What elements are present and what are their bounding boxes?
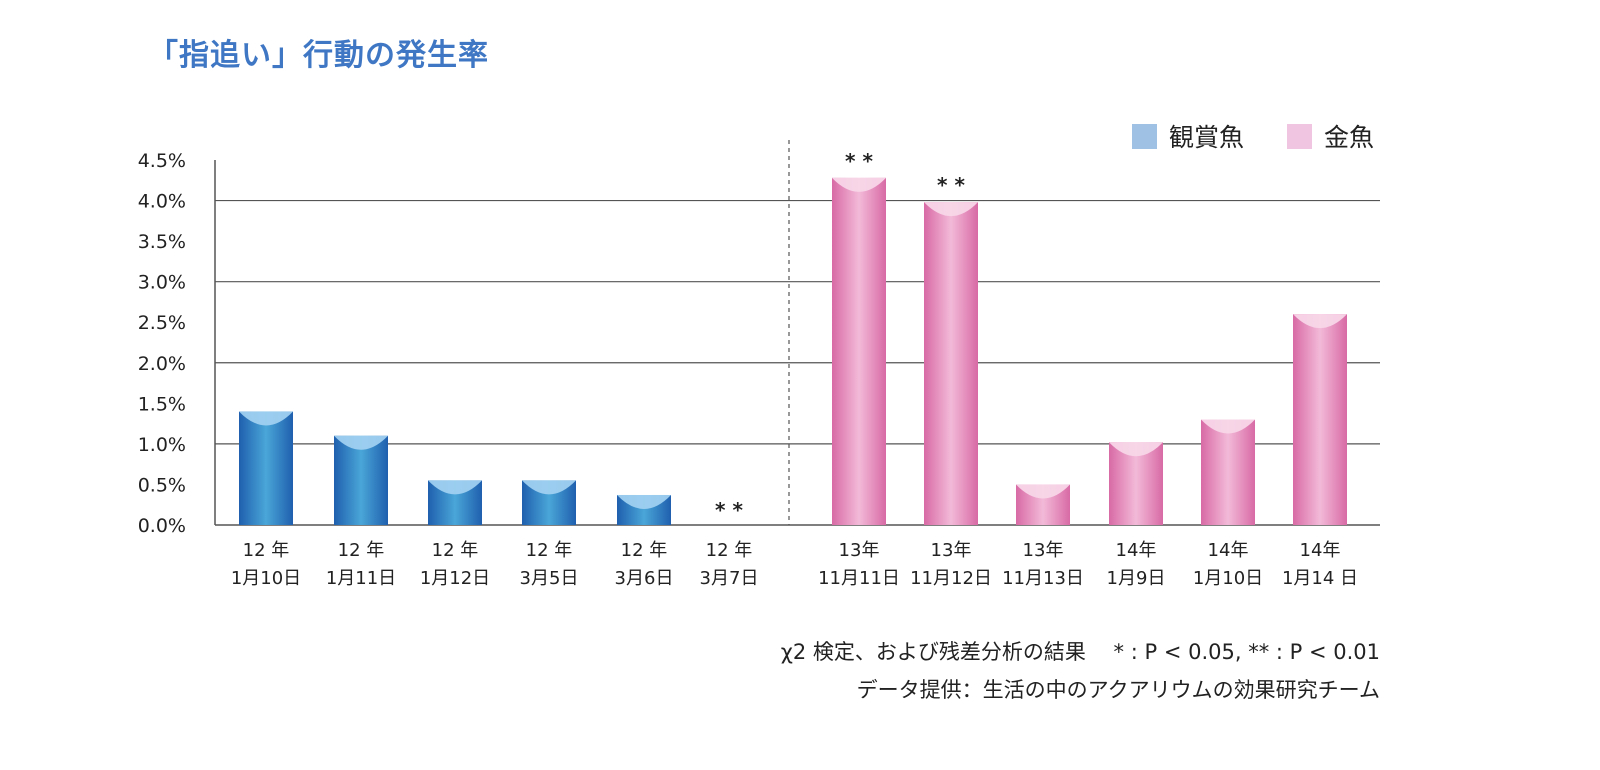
y-tick-label: 3.5% (138, 231, 186, 253)
y-tick-label: 4.5% (138, 150, 186, 172)
x-category-date: 1月10日 (1193, 568, 1263, 589)
bar (832, 177, 886, 525)
bars (239, 177, 1347, 525)
bar-highlight (1016, 484, 1070, 499)
bar-highlight (924, 202, 978, 217)
x-category-date: 11月12日 (910, 568, 992, 589)
bar (924, 202, 978, 525)
y-tick-label: 3.0% (138, 272, 186, 294)
bar-highlight (428, 480, 482, 495)
x-category-year: 12 年 (526, 540, 573, 561)
bar (1201, 419, 1255, 525)
y-tick-label: 4.0% (138, 191, 186, 213)
bar-highlight (832, 177, 886, 192)
x-category-year: 12 年 (432, 540, 479, 561)
bar-highlight (617, 494, 671, 509)
x-category-year: 12 年 (706, 540, 753, 561)
x-category-date: 1月9日 (1107, 568, 1166, 589)
y-tick-label: 0.0% (138, 515, 186, 537)
x-category-date: 1月10日 (231, 568, 301, 589)
x-category-date: 3月6日 (615, 568, 674, 589)
bar-highlight (522, 480, 576, 495)
gridlines (215, 199, 1380, 445)
bar-highlight (1201, 419, 1255, 434)
significance-marker: * * (937, 173, 965, 197)
x-category-date: 11月13日 (1002, 568, 1084, 589)
y-tick-label: 2.5% (138, 312, 186, 334)
x-category-date: 11月11日 (818, 568, 900, 589)
x-category-year: 13年 (1023, 540, 1064, 561)
x-category-year: 14年 (1116, 540, 1157, 561)
y-tick-label: 2.0% (138, 353, 186, 375)
x-category-year: 13年 (931, 540, 972, 561)
significance-marker: * * (845, 149, 873, 173)
chart-title: 「指追い」行動の発生率 (148, 38, 489, 73)
bar (1293, 314, 1347, 525)
x-category-date: 3月5日 (520, 568, 579, 589)
x-category-year: 12 年 (338, 540, 385, 561)
legend-swatch (1287, 124, 1312, 149)
y-tick-label: 0.5% (138, 474, 186, 496)
x-category-year: 12 年 (621, 540, 668, 561)
bar-highlight (1109, 442, 1163, 457)
legend: 観賞魚 金魚 (1132, 123, 1374, 152)
legend-label: 金魚 (1324, 123, 1374, 152)
x-category-date: 3月7日 (700, 568, 759, 589)
bar (334, 435, 388, 525)
data-credit: データ提供：生活の中のアクアリウムの効果研究チーム (856, 678, 1380, 702)
bar-highlight (1293, 314, 1347, 329)
x-category-year: 14年 (1208, 540, 1249, 561)
bar (239, 411, 293, 525)
legend-swatch (1132, 124, 1157, 149)
legend-label: 観賞魚 (1169, 123, 1244, 152)
statistics-note: χ2 検定、および残差分析の結果 * : P < 0.05, ** : P < … (780, 640, 1380, 664)
x-category-date: 1月11日 (326, 568, 396, 589)
x-category-year: 12 年 (243, 540, 290, 561)
significance-marker: * * (715, 498, 743, 522)
x-category-date: 1月14 日 (1282, 568, 1358, 589)
labels: 0.0% 0.5% 1.0% 1.5% 2.0% 2.5% 3.0% 3.5% 4.0% 4.5%… (138, 149, 1358, 589)
bar-highlight (239, 411, 293, 426)
y-tick-label: 1.0% (138, 434, 186, 456)
x-category-year: 14年 (1300, 540, 1341, 561)
x-category-year: 13年 (839, 540, 880, 561)
x-category-date: 1月12日 (420, 568, 490, 589)
axes (214, 140, 1380, 526)
y-tick-label: 1.5% (138, 393, 186, 415)
bar-highlight (334, 435, 388, 450)
